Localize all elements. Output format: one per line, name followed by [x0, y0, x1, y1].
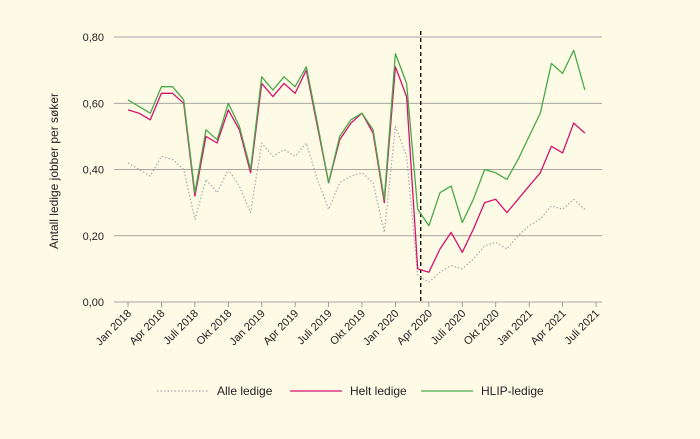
- y-tick-label: 0,80: [83, 32, 104, 44]
- x-tick-label: Juli 2020: [429, 308, 469, 348]
- series-line-hlip-ledige: [127, 49, 586, 227]
- x-tick-label: Apr 2019: [261, 308, 301, 348]
- legend-label: Alle ledige: [217, 384, 273, 398]
- x-tick-label: Apr 2021: [529, 308, 569, 348]
- x-tick-label: Apr 2020: [395, 308, 435, 348]
- y-axis-ticks: 0,00 0,20 0,40 0,60 0,80: [83, 32, 104, 309]
- y-axis-label: Antall ledige jobber per søker: [47, 93, 61, 249]
- gridlines: [114, 36, 602, 303]
- x-tick-label: Jan 2019: [227, 308, 267, 348]
- y-tick-label: 0,00: [83, 297, 104, 309]
- x-tick-label: Jan 2018: [94, 308, 134, 348]
- legend-label: HLIP-ledige: [481, 384, 544, 398]
- x-tick-label: Juli 2021: [562, 308, 602, 348]
- y-tick-label: 0,20: [83, 231, 104, 243]
- y-tick-label: 0,60: [83, 98, 104, 110]
- x-tick-label: Jan 2021: [495, 308, 535, 348]
- y-tick-label: 0,40: [83, 165, 104, 177]
- x-tick-label: Juli 2019: [295, 308, 335, 348]
- x-tick-label: Apr 2018: [127, 308, 167, 348]
- legend: Alle ledige Helt ledige HLIP-ledige: [157, 384, 544, 398]
- series-lines: [127, 49, 586, 283]
- x-tick-label: Juli 2018: [161, 308, 201, 348]
- series-line-alle-ledige: [127, 125, 586, 283]
- legend-label: Helt ledige: [350, 384, 407, 398]
- x-tick-label: Jan 2020: [361, 308, 401, 348]
- series-line-helt-ledige: [127, 66, 586, 273]
